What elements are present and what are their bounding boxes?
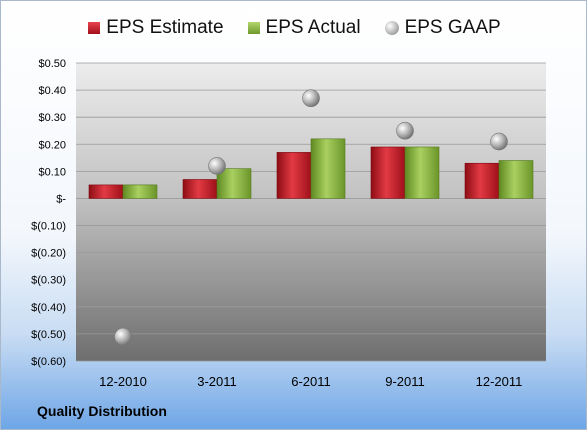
legend-label-eps-actual: EPS Actual xyxy=(265,17,361,38)
y-tick-label: $0.40 xyxy=(38,85,66,97)
bar-eps-estimate xyxy=(464,162,500,199)
y-tick-label: $(0.50) xyxy=(31,329,66,341)
legend-item-eps-gaap: EPS GAAP xyxy=(384,17,501,39)
y-tick-label: $(0.30) xyxy=(31,275,66,287)
bar-eps-actual xyxy=(404,146,440,199)
company-name: Quality Distribution xyxy=(37,403,167,419)
legend-swatch-eps-estimate xyxy=(88,22,101,34)
bar-eps-estimate xyxy=(182,179,218,199)
y-tick-label: $(0.20) xyxy=(31,248,66,260)
x-tick-label: 12-2010 xyxy=(99,374,147,389)
marker-eps-gaap xyxy=(490,132,508,151)
gaap-markers xyxy=(114,89,508,346)
marker-eps-gaap xyxy=(208,157,226,175)
y-tick-label: $0.20 xyxy=(38,139,66,151)
legend-item-eps-actual: EPS Actual xyxy=(247,17,361,39)
y-tick-label: $0.50 xyxy=(38,58,66,70)
y-tick-label: $(0.10) xyxy=(31,221,66,233)
x-tick-label: 3-2011 xyxy=(197,374,237,389)
marker-eps-gaap xyxy=(396,121,414,140)
bar-eps-actual xyxy=(310,138,346,199)
bar-eps-estimate xyxy=(88,184,124,199)
bar-eps-estimate xyxy=(276,152,312,199)
legend-swatch-eps-gaap xyxy=(384,21,399,35)
x-tick-label: 12-2011 xyxy=(476,374,523,389)
y-tick-label: $0.10 xyxy=(38,166,66,178)
bar-eps-actual xyxy=(122,184,158,199)
bar-eps-actual xyxy=(216,168,252,199)
bars xyxy=(88,138,534,199)
legend-swatch-eps-actual xyxy=(247,22,260,34)
x-tick-label: 9-2011 xyxy=(385,374,425,389)
legend-item-eps-estimate: EPS Estimate xyxy=(88,17,224,39)
y-tick-label: $0.30 xyxy=(38,112,66,124)
y-tick-label: $- xyxy=(56,193,66,205)
bar-eps-estimate xyxy=(370,146,406,199)
x-axis-ticks: 12-2010 3-2011 6-2011 9-2011 12-2011 xyxy=(99,374,522,389)
x-tick-label: 6-2011 xyxy=(291,374,331,389)
chart-legend: EPS Estimate EPS Actual EPS GAAP xyxy=(1,17,587,39)
y-axis-ticks: $0.50 $0.40 $0.30 $0.20 $0.10 $- $(0.10) $(0.20… xyxy=(31,58,66,368)
y-tick-label: $(0.60) xyxy=(31,356,66,368)
marker-eps-gaap xyxy=(114,327,132,346)
plot-area xyxy=(76,63,546,361)
legend-label-eps-estimate: EPS Estimate xyxy=(106,17,224,38)
bar-eps-actual xyxy=(498,160,534,199)
legend-label-eps-gaap: EPS GAAP xyxy=(404,17,501,38)
marker-eps-gaap xyxy=(302,89,320,108)
y-tick-label: $(0.40) xyxy=(31,302,66,314)
